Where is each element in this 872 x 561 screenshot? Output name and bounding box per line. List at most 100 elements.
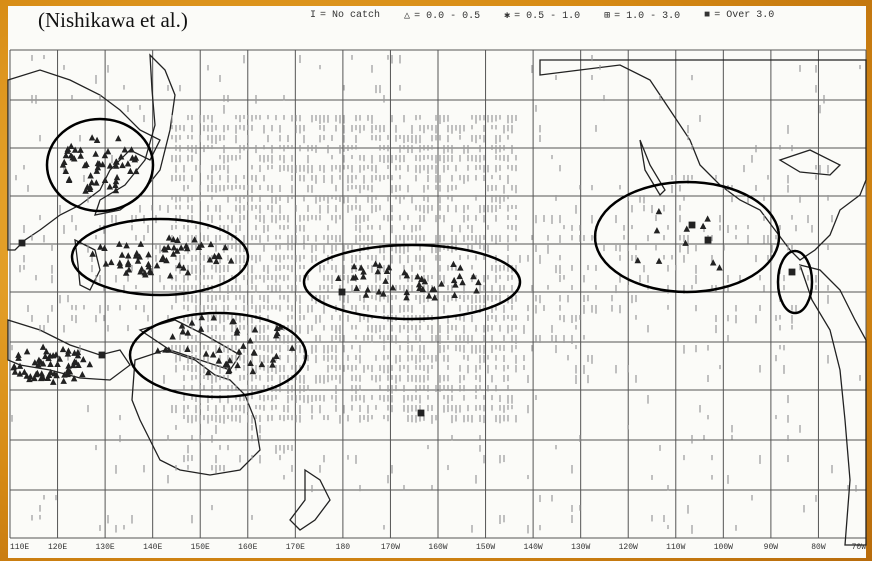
catch-triangle-marker	[84, 183, 91, 190]
catch-triangle-marker	[457, 264, 464, 271]
catch-triangle-marker	[272, 332, 280, 339]
catch-triangle-marker	[269, 361, 276, 368]
longitude-label: 110E	[10, 543, 29, 552]
catch-triangle-marker	[39, 360, 47, 367]
catch-triangle-marker	[93, 136, 101, 144]
legend-item-over-3.0: ■ = Over 3.0	[704, 10, 775, 21]
catch-triangle-marker	[227, 257, 235, 264]
catch-square-marker	[704, 236, 712, 244]
catch-triangle-marker	[88, 134, 96, 141]
catch-triangle-marker	[62, 151, 70, 159]
catch-triangle-marker	[112, 162, 120, 169]
catch-triangle-marker	[456, 272, 463, 280]
catch-triangle-marker	[162, 346, 169, 353]
catch-triangle-marker	[65, 175, 73, 183]
catch-triangle-marker	[125, 266, 133, 273]
catch-triangle-marker	[372, 260, 379, 267]
catch-triangle-marker	[202, 350, 210, 357]
catch-triangle-marker	[92, 150, 99, 157]
catch-triangle-marker	[188, 319, 196, 326]
catch-triangle-marker	[198, 314, 206, 321]
catch-triangle-marker	[16, 362, 24, 369]
catch-triangle-marker	[32, 370, 40, 378]
catch-triangle-marker	[147, 268, 155, 276]
catch-triangle-marker	[251, 326, 259, 333]
catch-triangle-marker	[118, 251, 126, 258]
longitude-label: 130W	[571, 543, 590, 552]
catch-triangle-marker	[131, 156, 139, 163]
catch-triangle-marker	[653, 227, 661, 234]
catch-triangle-marker	[246, 337, 254, 344]
catch-triangle-marker	[206, 256, 214, 263]
catch-triangle-marker	[176, 261, 183, 269]
catch-triangle-marker	[416, 284, 423, 292]
longitude-label: 170E	[286, 543, 305, 552]
longitude-label: 70W	[852, 543, 867, 552]
catch-triangle-marker	[215, 357, 223, 364]
catch-triangle-marker	[191, 236, 198, 243]
catch-triangle-marker	[183, 244, 191, 252]
catch-triangle-marker	[61, 371, 68, 378]
catch-triangle-marker	[142, 271, 149, 278]
catch-triangle-marker	[682, 239, 689, 246]
catch-triangle-marker	[127, 167, 134, 174]
longitude-label: 170W	[381, 543, 400, 552]
catch-triangle-marker	[634, 256, 642, 264]
catch-triangle-marker	[116, 262, 124, 269]
longitude-label: 150E	[191, 543, 210, 552]
longitude-label: 110W	[666, 543, 685, 552]
catch-triangle-marker	[362, 291, 370, 298]
catch-triangle-marker	[145, 251, 152, 258]
catch-triangle-marker	[128, 146, 135, 153]
catch-triangle-marker	[164, 243, 172, 251]
catch-triangle-marker	[158, 255, 166, 263]
catch-triangle-marker	[81, 161, 89, 169]
catch-triangle-marker	[97, 243, 104, 250]
catch-triangle-marker	[71, 349, 78, 356]
highlight-off-japan	[45, 117, 155, 213]
catch-triangle-marker	[169, 333, 176, 340]
catch-triangle-marker	[113, 173, 121, 181]
catch-triangle-marker	[438, 280, 445, 287]
longitude-label: 120W	[619, 543, 638, 552]
catch-triangle-marker	[269, 356, 277, 363]
catch-triangle-marker	[69, 154, 76, 161]
catch-square-marker	[338, 288, 346, 296]
catch-triangle-marker	[35, 356, 43, 363]
catch-triangle-marker	[683, 225, 691, 232]
catch-triangle-marker	[709, 259, 717, 266]
catch-triangle-marker	[179, 328, 187, 335]
longitude-label: 180	[336, 543, 351, 552]
catch-triangle-marker	[62, 167, 70, 174]
catch-triangle-marker	[47, 360, 54, 367]
catch-triangle-marker	[42, 352, 49, 360]
catch-triangle-marker	[93, 167, 101, 174]
philippines-coast	[74, 238, 101, 291]
longitude-label: 120E	[48, 543, 67, 552]
highlight-coral-sea	[128, 311, 308, 399]
catch-triangle-marker	[82, 187, 89, 194]
catch-triangle-marker	[170, 250, 177, 257]
catch-triangle-marker	[273, 352, 280, 359]
north-america-coast	[539, 59, 867, 261]
catch-triangle-marker	[107, 258, 115, 266]
catch-triangle-marker	[153, 262, 161, 269]
legend: I = No catch △ = 0.0 - 0.5 ✱ = 0.5 - 1.0 ⊞ =…	[310, 10, 774, 22]
catch-triangle-marker	[178, 322, 186, 329]
longitude-label: 150W	[476, 543, 495, 552]
catch-triangle-marker	[56, 355, 64, 362]
catch-triangle-marker	[473, 287, 480, 294]
catch-triangle-marker	[67, 142, 75, 150]
catch-triangle-marker	[376, 262, 383, 269]
catch-triangle-marker	[72, 359, 80, 366]
catch-triangle-marker	[215, 252, 222, 259]
catch-triangle-marker	[207, 240, 215, 248]
catch-triangle-marker	[382, 277, 389, 284]
catch-triangle-marker	[288, 344, 296, 351]
catch-triangle-marker	[704, 215, 711, 222]
catch-triangle-marker	[64, 350, 72, 357]
legend-item-0-0.5: △ = 0.0 - 0.5	[404, 11, 481, 22]
catch-triangle-marker	[425, 292, 433, 299]
catch-square-marker	[98, 351, 106, 359]
catch-square-marker	[688, 221, 696, 229]
